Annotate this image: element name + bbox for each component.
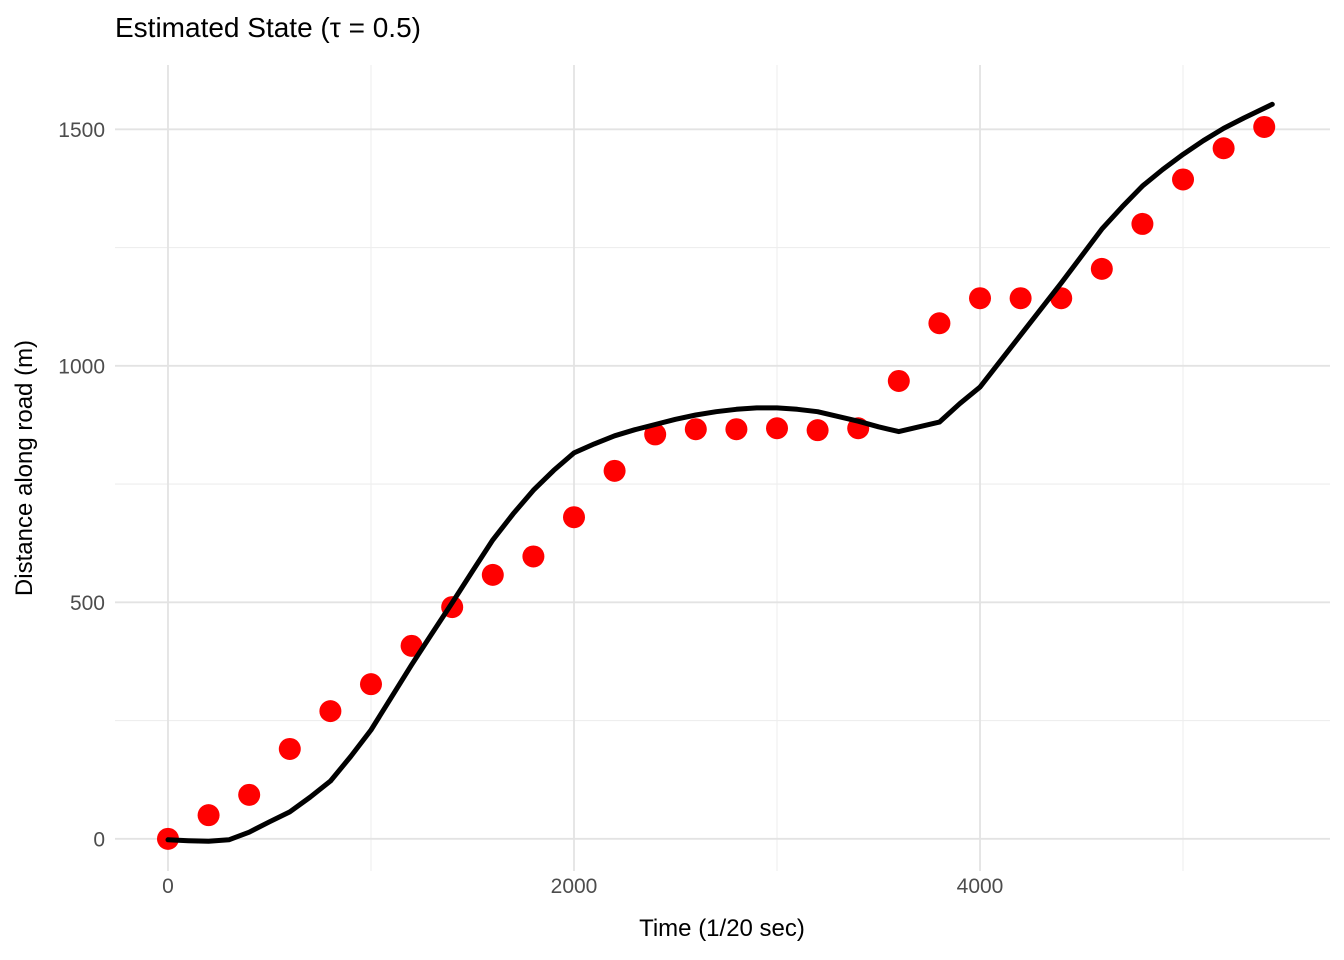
tick-labels-layer: 0 2000 4000 0 500 1000 1500: [58, 119, 1003, 898]
data-point: [1009, 287, 1032, 310]
y-tick-label: 500: [70, 592, 105, 615]
data-point: [644, 423, 667, 446]
y-tick-label: 1000: [58, 355, 105, 378]
data-point: [684, 418, 707, 441]
data-point: [969, 287, 992, 310]
x-axis-title: Time (1/20 sec): [639, 915, 805, 942]
y-tick-label: 0: [93, 828, 105, 851]
data-point: [481, 563, 504, 586]
data-point: [278, 737, 301, 760]
estimated-state-line: [165, 101, 1275, 844]
gridlines-layer: [115, 65, 1330, 871]
data-point: [766, 417, 789, 440]
data-point: [1090, 257, 1113, 280]
data-point: [928, 312, 951, 335]
y-axis-title: Distance along road (m): [11, 340, 38, 596]
data-point: [1131, 212, 1154, 235]
data-point: [887, 369, 910, 392]
data-point: [400, 634, 423, 657]
data-point: [238, 783, 261, 806]
data-point: [319, 700, 342, 723]
chart-title: Estimated State (τ = 0.5): [115, 12, 421, 43]
data-point: [359, 673, 382, 696]
data-point: [1212, 137, 1235, 160]
x-tick-label: 2000: [551, 875, 598, 898]
data-point: [197, 804, 220, 827]
data-point: [603, 459, 626, 482]
x-tick-label: 4000: [957, 875, 1004, 898]
data-point: [806, 419, 829, 442]
y-tick-label: 1500: [58, 119, 105, 142]
data-point: [1253, 115, 1276, 138]
data-point: [725, 418, 748, 441]
data-point: [522, 545, 545, 568]
data-point: [563, 506, 585, 529]
series-layer: [156, 101, 1276, 850]
data-point: [1172, 168, 1195, 191]
x-tick-label: 0: [162, 875, 174, 898]
